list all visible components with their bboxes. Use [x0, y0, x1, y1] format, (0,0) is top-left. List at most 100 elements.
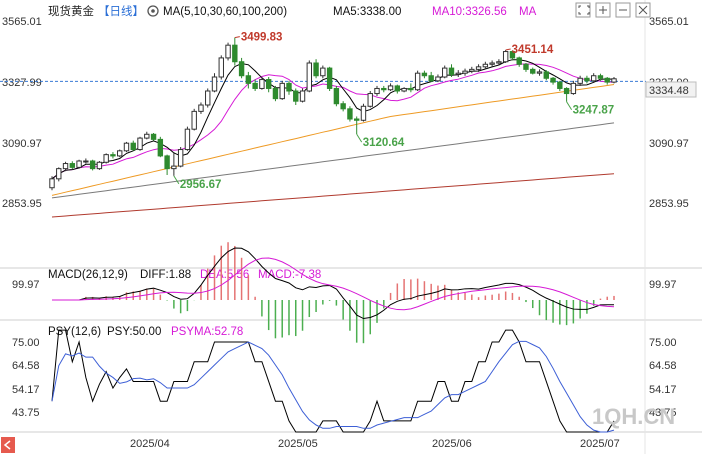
psy-y-tick-right-4: 43.75 [649, 407, 677, 419]
macd-series [52, 242, 615, 344]
ma10-value: MA10:3326.56 [432, 6, 507, 18]
period-tab[interactable]: 【日线】 [98, 4, 144, 18]
candle-body [171, 165, 177, 170]
y-tick-right-1: 3565.01 [649, 16, 689, 28]
candle-body [435, 76, 441, 82]
psy-y-tick-left-1: 75.00 [12, 337, 40, 349]
ma5-value: MA5:3338.00 [333, 6, 401, 18]
candle-body [340, 103, 346, 110]
candle-body [408, 87, 414, 91]
candle-body [570, 82, 577, 95]
psy-y-tick-left-3: 54.17 [12, 384, 40, 396]
candle-body [320, 67, 326, 77]
candle-body [381, 87, 387, 91]
candle-body [543, 71, 549, 79]
candle-body [110, 154, 116, 157]
x-tick-2025-04: 2025/04 [130, 438, 170, 450]
price-annotations: 3499.83 3451.14 3120.64 3247.87 2956.67 [173, 32, 614, 191]
x-tick-2025-05: 2025/05 [278, 438, 318, 450]
candle-body [89, 160, 96, 170]
candle-body [306, 62, 313, 92]
candle-body [279, 82, 285, 100]
annotation-3499.83: 3499.83 [241, 32, 283, 44]
candle-body [272, 87, 279, 100]
candle-body [496, 61, 502, 64]
candle-body [550, 77, 556, 83]
psy-series [51, 329, 615, 433]
candle-body [76, 160, 82, 168]
candle-body [414, 72, 421, 91]
candle-body [394, 85, 401, 92]
annotation-pointer [356, 133, 363, 143]
x-tick-2025-07: 2025/07 [580, 438, 620, 450]
candle-body [123, 142, 130, 152]
psy-y-tick-right-2: 64.58 [649, 360, 677, 372]
psyma-value: PSYMA:52.78 [171, 326, 243, 338]
y-tick-right-4: 2853.95 [649, 198, 689, 210]
candle-body [117, 150, 123, 157]
y-tick-left-3: 3090.97 [2, 138, 42, 150]
y-tick-left-1: 3565.01 [2, 16, 42, 28]
candle-body [232, 44, 238, 63]
annotation-3451.14: 3451.14 [512, 44, 554, 56]
candle-body [252, 82, 258, 89]
toolbar [575, 2, 651, 18]
candle-body [448, 67, 455, 75]
scroll-left-icon[interactable] [1, 437, 15, 453]
candle-body [259, 79, 265, 89]
ma-more-label: MA [519, 6, 537, 18]
current-price-tag: 3334.48 [645, 81, 697, 98]
candle-body [177, 149, 184, 167]
settings-gear-icon[interactable] [147, 5, 159, 17]
macd-dea-value: DEA:5.56 [200, 269, 249, 281]
macd-y-tick-left: 99.97 [12, 279, 40, 291]
candle-body [536, 71, 543, 74]
candle-body [164, 155, 170, 170]
macd-hist-value: MACD:-7.38 [258, 269, 321, 281]
psyma-line [51, 340, 615, 433]
candle-body [198, 104, 204, 112]
candle-body [49, 178, 55, 189]
candle-body [184, 128, 191, 151]
candle-body [286, 82, 292, 92]
candle-body [442, 67, 448, 78]
watermark-logo: 1QH.CN [592, 404, 675, 429]
candle-body [326, 67, 333, 89]
candle-body [611, 78, 617, 83]
candle-body [157, 138, 164, 157]
candle-body [353, 118, 360, 121]
fit-view-icon[interactable] [575, 2, 591, 18]
candle-body [597, 75, 604, 79]
zoom-out-icon[interactable] [615, 2, 631, 18]
candle-body [367, 93, 373, 107]
candle-body [211, 76, 218, 92]
candle-body [604, 77, 610, 83]
candle-body [69, 163, 76, 168]
psy-y-tick-right-3: 54.17 [649, 384, 677, 396]
candle-body [502, 51, 509, 63]
candle-body [421, 72, 428, 77]
candle-body [374, 87, 380, 95]
y-tick-left-4: 2853.95 [2, 198, 42, 210]
psy-label: PSY(12,6) [48, 326, 101, 338]
candle-body [238, 61, 245, 77]
candle-body [557, 81, 563, 89]
macd-diff-line [52, 247, 615, 320]
candle-body [137, 137, 143, 151]
candle-body [56, 168, 62, 180]
macd-y-tick-right: 99.97 [649, 279, 677, 291]
candle-body [516, 57, 522, 65]
candle-body [333, 87, 340, 105]
candle-body [523, 63, 529, 70]
candle-body [428, 75, 434, 82]
candle-body [469, 68, 475, 72]
candle-body [144, 133, 150, 139]
candle-body [150, 133, 157, 140]
candle-body [96, 161, 103, 170]
candle-body [191, 110, 197, 130]
psy-y-tick-left-2: 64.58 [12, 360, 40, 372]
psy-line [51, 329, 615, 433]
expand-icon[interactable] [635, 2, 651, 18]
zoom-in-icon[interactable] [595, 2, 611, 18]
candle-body [103, 154, 109, 163]
